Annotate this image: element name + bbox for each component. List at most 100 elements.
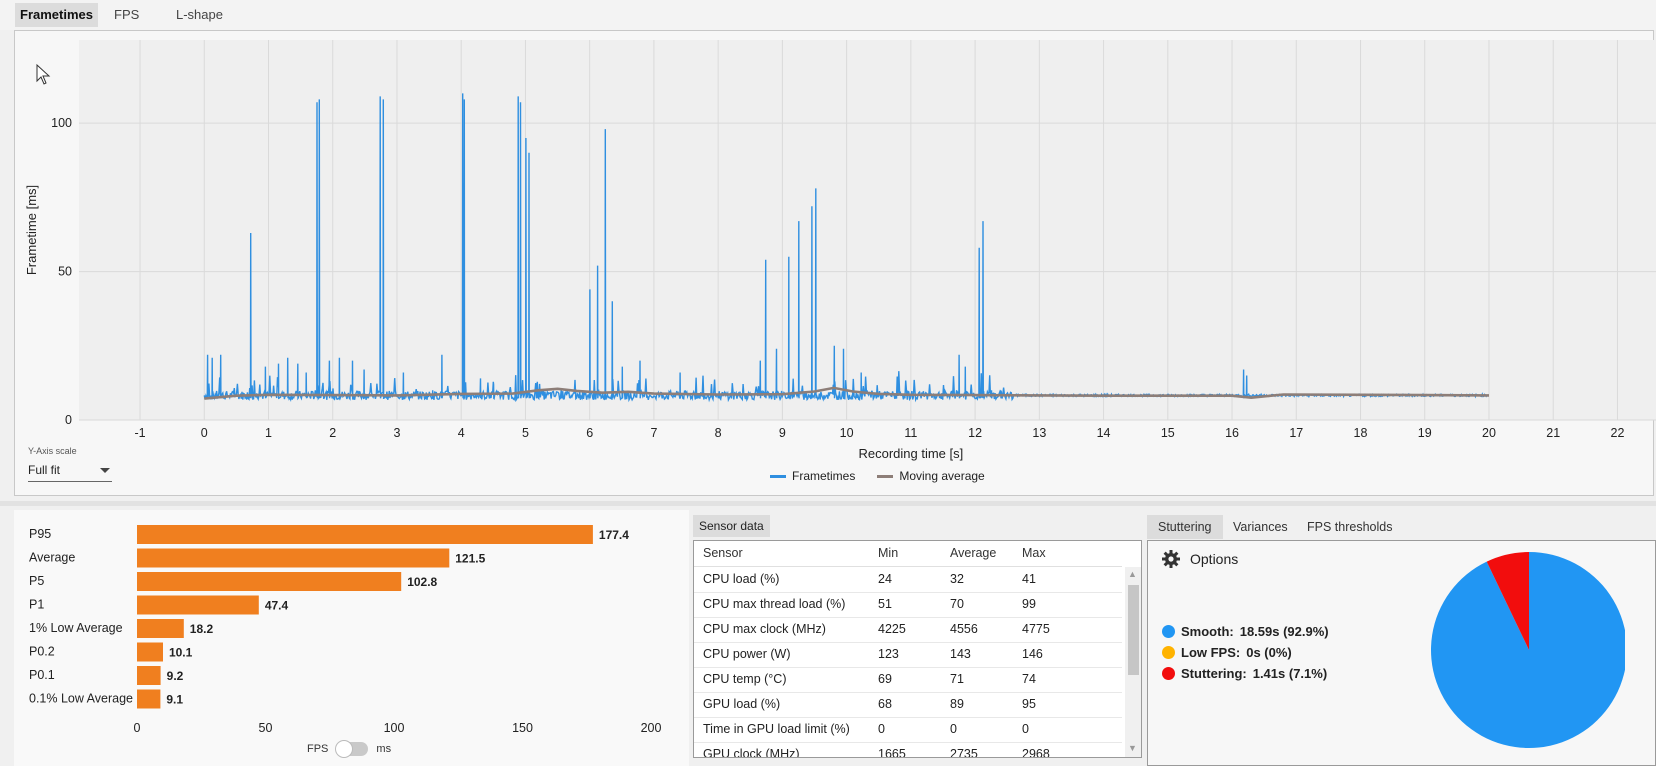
bar-category-label: Average	[29, 551, 75, 565]
chevron-down-icon	[100, 468, 110, 473]
column-header-max[interactable]: Max	[1022, 546, 1046, 560]
options-label: Options	[1190, 551, 1239, 567]
tab-l-shape[interactable]: L-shape	[176, 7, 223, 22]
column-header-min[interactable]: Min	[878, 546, 899, 560]
x-axis-title: Recording time [s]	[858, 446, 963, 461]
legend-dot	[1162, 667, 1175, 680]
bar-category-label: 1% Low Average	[29, 621, 123, 635]
table-cell: 70	[950, 597, 964, 611]
gear-icon	[1162, 550, 1180, 568]
table-cell: 123	[878, 647, 899, 661]
table-cell: 4556	[950, 622, 978, 636]
bar-x-tick-label: 100	[384, 721, 405, 735]
table-cell: GPU clock (MHz)	[703, 747, 800, 758]
series-moving-average-line	[204, 386, 1490, 400]
bar	[137, 525, 593, 544]
y-tick-labels: 0 50 100	[51, 116, 72, 427]
bar-value-label: 102.8	[407, 575, 437, 589]
table-row[interactable]: GPU clock (MHz) 1665 2735 2968	[694, 742, 1122, 758]
x-tick-label: 22	[1611, 426, 1625, 440]
bar-value-label: 9.2	[167, 669, 184, 683]
legend-label-low-fps: Low FPS:	[1181, 645, 1241, 660]
table-cell: 143	[950, 647, 971, 661]
fps-ms-toggle[interactable]	[335, 740, 369, 758]
tab-fps[interactable]: FPS	[114, 7, 140, 22]
bar	[137, 689, 161, 709]
tab-variances[interactable]: Variances	[1233, 520, 1288, 534]
column-header-sensor[interactable]: Sensor	[703, 546, 743, 560]
table-cell: CPU temp (°C)	[703, 672, 787, 686]
tab-frametimes[interactable]: Frametimes	[15, 3, 98, 27]
bar	[137, 595, 259, 615]
bar	[137, 572, 402, 591]
table-row[interactable]: Time in GPU load limit (%) 0 0 0	[694, 717, 1122, 743]
sensor-table: Sensor Min Average Max ▲ ▼ CPU load (%) 2…	[693, 540, 1142, 758]
table-cell: Time in GPU load limit (%)	[703, 722, 850, 736]
legend-value-stuttering: 1.41s (7.1%)	[1252, 666, 1328, 681]
x-tick-label: 13	[1032, 426, 1046, 440]
tab-sensor-data[interactable]: Sensor data	[693, 515, 770, 537]
table-row[interactable]: GPU load (%) 68 89 95	[694, 692, 1122, 718]
tab-fps-thresholds[interactable]: FPS thresholds	[1307, 520, 1393, 534]
table-cell: 71	[950, 672, 964, 686]
legend-swatch	[877, 474, 894, 478]
table-header: Sensor Min Average Max	[694, 541, 1122, 567]
series-frametimes-line	[203, 93, 1489, 403]
legend-item-frametimes[interactable]: Frametimes	[770, 469, 855, 483]
legend-value-low-fps: 0s (0%)	[1246, 645, 1292, 660]
tab-stuttering[interactable]: Stuttering	[1147, 515, 1223, 539]
panel-divider	[0, 501, 1656, 506]
scrollbar-thumb[interactable]	[1128, 585, 1139, 675]
options-button[interactable]: Options	[1161, 549, 1238, 569]
x-tick-label: 5	[522, 426, 529, 440]
bar-category-label: P1	[29, 598, 44, 612]
bar	[137, 642, 163, 662]
table-row[interactable]: CPU temp (°C) 69 71 74	[694, 667, 1122, 693]
table-cell: 68	[878, 697, 892, 711]
table-cell: 89	[950, 697, 964, 711]
x-tick-label: 6	[586, 426, 593, 440]
x-tick-label: 2	[329, 426, 336, 440]
table-cell: 2968	[1022, 747, 1050, 758]
legend-dot	[1162, 625, 1175, 638]
table-row[interactable]: CPU load (%) 24 32 41	[694, 567, 1122, 593]
legend-label-stuttering: Stuttering:	[1181, 666, 1247, 681]
stuttering-legend: Smooth: 18.59s (92.9%) Low FPS: 0s (0%) …	[1162, 621, 1335, 684]
legend-label-smooth: Smooth:	[1181, 624, 1234, 639]
toggle-left-label: FPS	[307, 743, 329, 755]
x-tick-label: 15	[1161, 426, 1175, 440]
y-tick-label: 100	[51, 116, 72, 130]
legend-dot	[1162, 646, 1175, 659]
bar-x-tick-label: 0	[134, 721, 141, 735]
scroll-down-icon[interactable]: ▼	[1128, 743, 1137, 753]
toggle-knob	[335, 740, 354, 758]
table-row[interactable]: CPU power (W) 123 143 146	[694, 642, 1122, 668]
bar	[137, 666, 161, 685]
y-tick-label: 50	[58, 265, 72, 279]
bar-value-label: 47.4	[265, 599, 289, 613]
x-tick-label: 17	[1289, 426, 1303, 440]
bar-category-label: P95	[29, 527, 51, 541]
y-axis-title: Frametime [ms]	[24, 185, 39, 275]
table-scrollbar[interactable]: ▲ ▼	[1125, 567, 1141, 757]
table-cell: CPU power (W)	[703, 647, 791, 661]
x-tick-label: 14	[1097, 426, 1111, 440]
table-cell: CPU max clock (MHz)	[703, 622, 826, 636]
x-tick-label: 3	[393, 426, 400, 440]
y-axis-scale-dropdown[interactable]: Full fit	[28, 461, 112, 482]
x-tick-label: 18	[1354, 426, 1368, 440]
scroll-up-icon[interactable]: ▲	[1128, 569, 1137, 579]
x-tick-label: 8	[715, 426, 722, 440]
legend-item-moving-average[interactable]: Moving average	[877, 469, 985, 483]
legend-row-low-fps: Low FPS: 0s (0%)	[1162, 642, 1335, 663]
table-row[interactable]: CPU max clock (MHz) 4225 4556 4775	[694, 617, 1122, 643]
column-header-average[interactable]: Average	[950, 546, 997, 560]
table-cell: 74	[1022, 672, 1036, 686]
bar	[137, 548, 450, 568]
table-row[interactable]: CPU max thread load (%) 51 70 99	[694, 592, 1122, 618]
x-tick-label: 11	[904, 426, 917, 440]
legend-label: Frametimes	[792, 469, 856, 483]
bar-value-label: 177.4	[599, 528, 629, 542]
x-tick-label: 12	[968, 426, 982, 440]
